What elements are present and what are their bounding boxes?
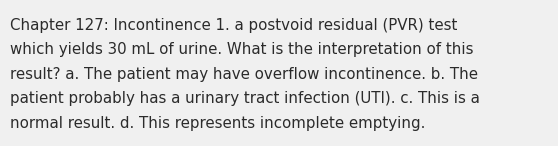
Text: patient probably has a urinary tract infection (UTI). c. This is a: patient probably has a urinary tract inf…: [10, 91, 480, 106]
Text: Chapter 127: Incontinence 1. a postvoid residual (PVR) test: Chapter 127: Incontinence 1. a postvoid …: [10, 18, 458, 33]
Text: result? a. The patient may have overflow incontinence. b. The: result? a. The patient may have overflow…: [10, 67, 478, 82]
Text: normal result. d. This represents incomplete emptying.: normal result. d. This represents incomp…: [10, 116, 425, 131]
Text: which yields 30 mL of urine. What is the interpretation of this: which yields 30 mL of urine. What is the…: [10, 42, 474, 57]
